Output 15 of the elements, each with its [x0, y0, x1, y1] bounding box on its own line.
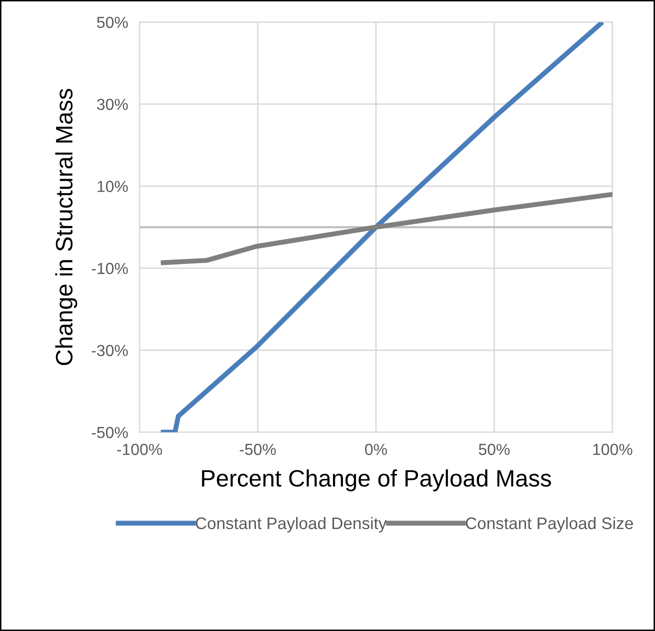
x-tick-label: -100% — [117, 444, 162, 456]
y-tick-label: -10% — [92, 262, 128, 274]
y-tick-label: -30% — [92, 344, 128, 356]
x-tick-label: 0% — [365, 444, 387, 456]
x-tick-label: -50% — [240, 444, 276, 456]
x-tick-label: 100% — [593, 444, 632, 456]
y-tick-label: 10% — [98, 180, 128, 192]
legend-label: Constant Payload Density — [196, 516, 387, 532]
x-tick-label: 50% — [478, 444, 510, 456]
y-axis-title: Change in Structural Mass — [55, 88, 78, 366]
x-axis-title: Percent Change of Payload Mass — [202, 469, 551, 492]
y-tick-label: -50% — [92, 426, 128, 438]
y-tick-label: 30% — [97, 98, 128, 110]
legend-label: Constant Payload Size — [466, 516, 633, 532]
y-tick-label: 50% — [97, 16, 128, 28]
